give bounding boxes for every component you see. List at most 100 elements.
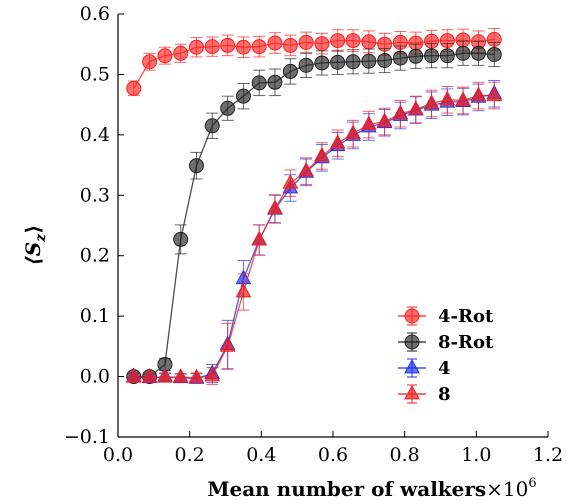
data-point (345, 124, 361, 140)
legend: 4-Rot 8-Rot 4 8 (398, 306, 494, 405)
legend-marker (404, 358, 420, 374)
x-axis-multiplier: ×10 (486, 477, 528, 501)
data-point (235, 39, 251, 55)
y-tick-label: 0.1 (80, 305, 110, 327)
data-point (345, 33, 361, 49)
data-point (173, 45, 189, 61)
data-point (188, 158, 204, 174)
data-point (172, 368, 189, 383)
data-point (126, 80, 142, 96)
data-point (330, 33, 346, 49)
data-point (204, 118, 220, 134)
y-tick-label: 0.5 (80, 63, 110, 85)
data-point (235, 282, 252, 298)
data-point (298, 34, 314, 50)
x-tick-label: 0.4 (246, 444, 276, 466)
data-point (298, 57, 314, 73)
data-point (220, 37, 236, 53)
series-8 (125, 81, 503, 385)
data-point (219, 337, 236, 352)
data-point (235, 88, 251, 104)
data-point (330, 54, 346, 70)
x-axis-label-text: Mean number of walkers (207, 477, 486, 501)
data-point (282, 37, 298, 53)
data-point (392, 104, 409, 120)
data-point (407, 100, 424, 115)
y-tick-label: −0.1 (64, 426, 110, 448)
series-4-Rot (126, 28, 502, 97)
data-point (470, 86, 487, 101)
data-point (173, 231, 189, 247)
legend-item-4: 4 (398, 358, 451, 379)
legend-label: 4-Rot (438, 306, 494, 327)
data-point (141, 368, 158, 383)
data-point (439, 48, 455, 64)
y-tick-label: 0.6 (80, 3, 110, 25)
y-tick-label: 0.2 (80, 245, 110, 267)
data-point (377, 53, 393, 69)
y-axis-label-text: ⟨S (21, 242, 45, 266)
data-point (424, 48, 440, 64)
data-point (157, 48, 173, 64)
y-tick-label: 0.4 (80, 124, 110, 146)
data-point (267, 199, 283, 214)
x-tick-label: 1.0 (461, 444, 491, 466)
x-tick-label: 1.2 (533, 444, 563, 466)
data-point (282, 63, 298, 79)
data-point (329, 134, 346, 149)
data-point (314, 55, 330, 71)
y-tick-label: 0.0 (80, 366, 110, 388)
data-point (392, 50, 408, 66)
legend-marker (404, 334, 420, 350)
data-point (251, 39, 267, 55)
data-point (251, 230, 268, 246)
legend-item-8: 8 (398, 384, 451, 405)
x-tick-label: 0.0 (103, 444, 133, 466)
data-point (282, 174, 299, 189)
data-point (188, 39, 204, 55)
data-point (455, 91, 471, 106)
data-point (439, 90, 456, 106)
legend-marker (404, 308, 420, 324)
data-point (486, 86, 503, 101)
legend-label: 4 (438, 358, 451, 379)
legend-item-8-Rot: 8-Rot (398, 332, 494, 353)
data-point (204, 366, 221, 382)
data-point (361, 34, 377, 50)
data-point (486, 46, 502, 62)
axes: 0.0 0.2 0.4 0.6 0.8 1.0 1.2−0.10.00.10.20.30.4… (64, 3, 563, 466)
data-point (251, 75, 267, 91)
y-tick-label: 0.3 (80, 184, 110, 206)
y-axis-label-sub: z (33, 233, 49, 243)
legend-label: 8 (438, 384, 451, 405)
y-axis-label-close: ⟩ (21, 225, 45, 234)
data-point (360, 115, 377, 130)
series-8-Rot (126, 40, 502, 385)
x-tick-label: 0.2 (175, 444, 205, 466)
data-point (408, 48, 424, 64)
data-point (361, 53, 377, 69)
data-point (267, 35, 283, 51)
x-tick-label: 0.6 (318, 444, 348, 466)
x-axis-label: Mean number of walkers×106 (207, 476, 536, 501)
data-point (142, 54, 158, 70)
data-point (345, 54, 361, 70)
legend-marker (404, 384, 420, 400)
data-point (314, 146, 330, 162)
data-point (204, 39, 220, 55)
data-point (220, 100, 236, 116)
data-point (423, 94, 440, 109)
data-point (188, 368, 205, 384)
data-point (376, 112, 393, 127)
data-point (125, 368, 142, 383)
x-tick-label: 0.8 (390, 444, 420, 466)
data-point (470, 45, 486, 61)
data-point (314, 36, 330, 52)
data-point (455, 45, 471, 61)
data-point (267, 74, 283, 90)
x-axis-exponent: 6 (528, 476, 536, 491)
data-point (157, 368, 173, 383)
data-point (298, 162, 314, 177)
legend-label: 8-Rot (438, 332, 494, 353)
